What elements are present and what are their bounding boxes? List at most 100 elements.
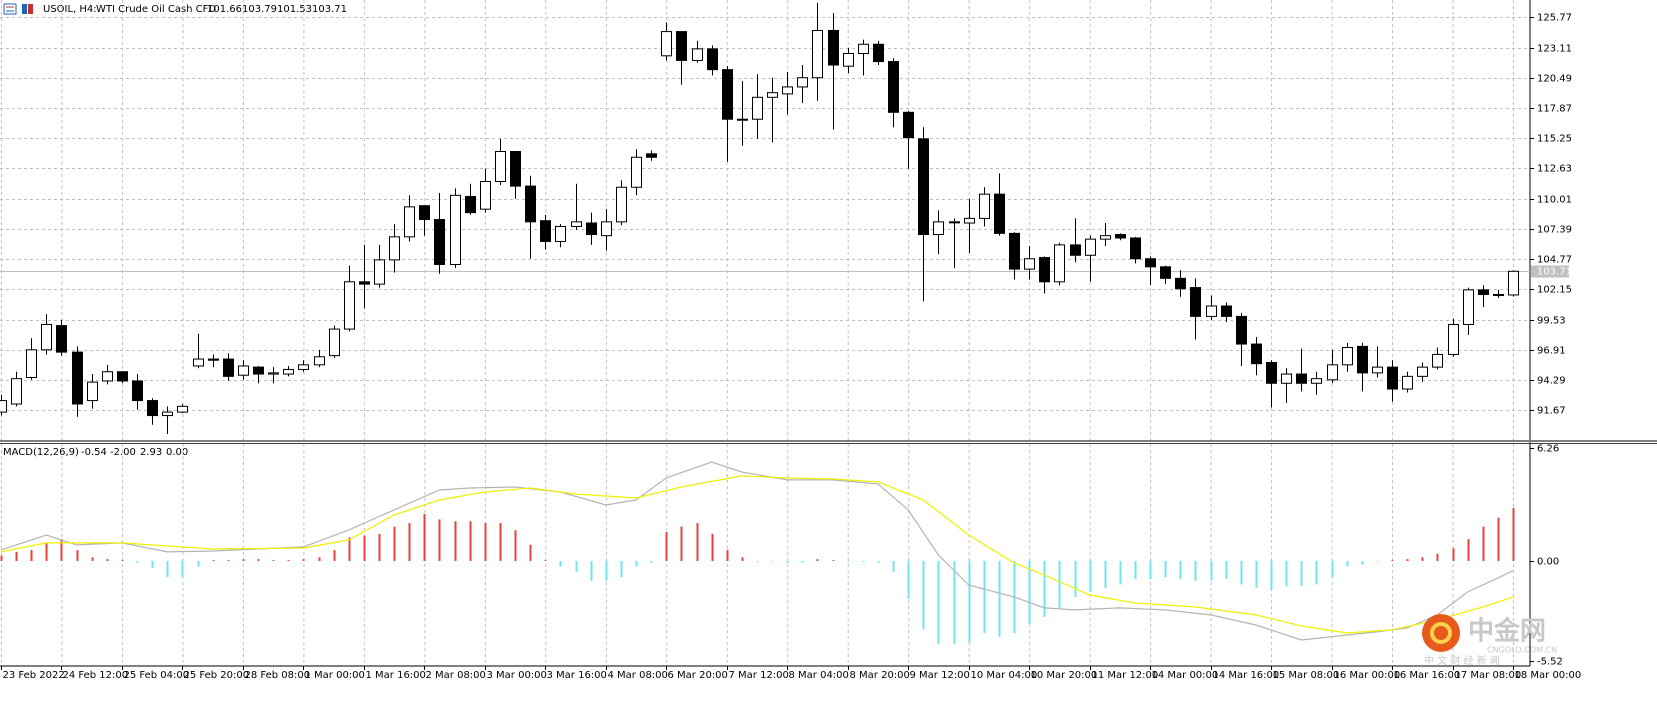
candle-body (828, 29, 839, 66)
candle-body (1009, 232, 1020, 270)
header-high: 103.79 (242, 4, 277, 15)
candle-body (1221, 305, 1232, 317)
candle-body (994, 193, 1005, 234)
candle-body (495, 151, 506, 182)
y-tick-label: 125.77 (1537, 13, 1572, 24)
macd-readout: 0.00 (166, 447, 188, 458)
watermark-brand: 中金网 (1468, 616, 1546, 647)
y-tick-label: 104.77 (1537, 255, 1572, 266)
y-tick-label: 91.67 (1537, 406, 1566, 417)
candle-body (238, 365, 249, 376)
x-tick-label: 1 Mar 00:00 (305, 670, 365, 681)
candle-body (1130, 237, 1141, 260)
description: WTI Crude Oil Cash CFD (96, 4, 216, 15)
candle-body (0, 400, 7, 413)
candle-body (661, 31, 672, 57)
candle-body (1357, 345, 1368, 374)
candle-body (162, 411, 173, 417)
header-close: 103.71 (312, 4, 347, 15)
candle-body (72, 351, 83, 405)
candle-body (737, 118, 748, 121)
candle-body (1100, 235, 1111, 240)
candle-body (41, 323, 52, 351)
candle-body (1206, 305, 1217, 317)
x-tick-label: 16 Mar 16:00 (1394, 670, 1461, 681)
candle-body (812, 29, 823, 79)
x-tick-label: 23 Feb 2022 (3, 670, 65, 681)
x-tick-label: 1 Mar 16:00 (366, 670, 426, 681)
y-tick-label: 120.49 (1537, 74, 1572, 85)
candle-body (465, 195, 476, 214)
candle-body (888, 61, 899, 113)
candle-body (555, 225, 566, 242)
candle-body (223, 358, 234, 377)
x-tick-label: 14 Mar 00:00 (1152, 670, 1219, 681)
candle-body (404, 206, 415, 238)
candle-body (1085, 238, 1096, 256)
candle-body (56, 325, 67, 353)
x-tick-label: 6 Mar 20:00 (668, 670, 728, 681)
candle-body (268, 372, 279, 375)
header-open: 101.66 (207, 4, 242, 15)
candle-body (964, 217, 975, 224)
candle-body (147, 400, 158, 417)
candle-body (480, 180, 491, 210)
candle-body (1327, 364, 1338, 381)
candle-body (767, 92, 778, 98)
x-tick-label: 3 Mar 16:00 (547, 670, 607, 681)
candle-body (1160, 266, 1171, 279)
header-low: 101.53 (277, 4, 312, 15)
candle-body (510, 151, 521, 187)
price-tag-label: 103.71 (1537, 267, 1572, 278)
candle-body (1402, 375, 1413, 390)
candle-body (601, 221, 612, 237)
candle-body (1024, 258, 1035, 270)
y-tick-label: 107.39 (1537, 225, 1572, 236)
candle-body (1115, 234, 1126, 239)
x-tick-label: 28 Feb 08:00 (245, 670, 311, 681)
y-tick-label: 94.29 (1537, 376, 1566, 387)
x-tick-label: 2 Mar 08:00 (426, 670, 486, 681)
candle-body (450, 194, 461, 266)
candle-body (1039, 257, 1050, 283)
candle-body (102, 371, 113, 382)
candle-body (359, 281, 370, 285)
candle-body (283, 368, 294, 375)
candle-body (11, 378, 22, 405)
candle-body (208, 358, 219, 361)
candle-body (646, 153, 657, 158)
candle-body (419, 205, 430, 221)
candle-body (117, 371, 128, 382)
candle-body (1236, 315, 1247, 345)
x-tick-label: 11 Mar 12:00 (1092, 670, 1159, 681)
y-tick-label: 117.87 (1537, 104, 1572, 115)
x-tick-label: 10 Mar 04:00 (971, 670, 1038, 681)
x-tick-label: 18 Mar 00:00 (1515, 670, 1582, 681)
watermark-logo-ring (1430, 622, 1452, 644)
watermark-domain: CNGOLD.COM.CN (1487, 646, 1557, 655)
candle-body (1311, 378, 1322, 384)
candle-body (1054, 244, 1065, 283)
candle-body (843, 53, 854, 67)
candle-body (797, 77, 808, 88)
x-tick-label: 8 Mar 04:00 (789, 670, 849, 681)
candle-body (782, 86, 793, 95)
x-tick-label: 8 Mar 20:00 (850, 670, 910, 681)
x-tick-label: 25 Feb 20:00 (184, 670, 250, 681)
candle-body (193, 358, 204, 367)
menu-icon[interactable] (3, 3, 17, 15)
candle-body (1463, 289, 1474, 325)
candle-body (344, 281, 355, 330)
candle-body (571, 221, 582, 227)
candle-body (389, 236, 400, 261)
candle-body (979, 193, 990, 219)
x-tick-label: 4 Mar 08:00 (608, 670, 668, 681)
candle-body (1387, 366, 1398, 390)
y-tick-label: 6.26 (1537, 444, 1559, 455)
candle-body (253, 366, 264, 375)
x-tick-label: 3 Mar 00:00 (487, 670, 547, 681)
x-tick-label: 16 Mar 00:00 (1334, 670, 1401, 681)
candle-body (631, 156, 642, 188)
candle-body (1281, 373, 1292, 384)
